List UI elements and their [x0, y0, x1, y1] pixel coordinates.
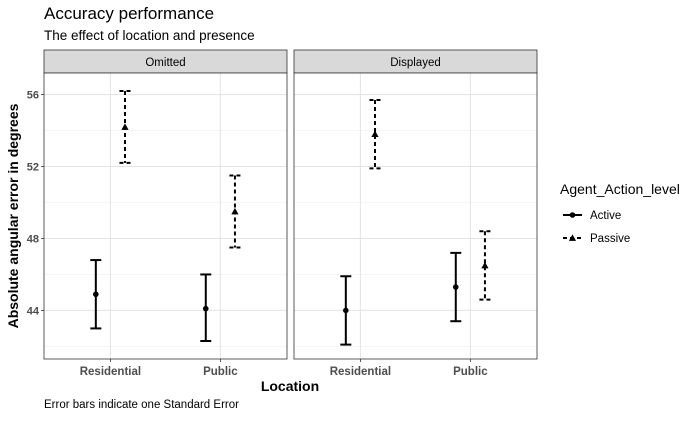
- chart-subtitle: The effect of location and presence: [44, 28, 255, 43]
- x-tick-label: Residential: [330, 366, 391, 378]
- panels: Omitted Residential Public 44 48 52 56 Displaye…: [27, 49, 538, 378]
- legend-entry-passive: Passive: [563, 233, 630, 245]
- legend-label: Active: [590, 210, 621, 222]
- error-bar-passive: [369, 98, 381, 170]
- legend-label: Passive: [590, 233, 630, 245]
- x-axis-title: Location: [261, 378, 319, 394]
- panel-displayed: Displayed Residential Public: [293, 49, 538, 378]
- x-tick-label: Public: [453, 366, 488, 378]
- chart-title: Accuracy performance: [44, 4, 214, 23]
- error-bar-active: [450, 251, 462, 323]
- x-tick-label: Residential: [80, 366, 141, 378]
- legend-title: Agent_Action_level: [560, 181, 680, 197]
- chart-caption: Error bars indicate one Standard Error: [44, 399, 239, 411]
- facet-label: Displayed: [390, 57, 441, 69]
- error-bar-active: [340, 275, 352, 346]
- point-passive: [371, 130, 379, 138]
- panel-background: [44, 73, 287, 359]
- point-active: [343, 307, 349, 314]
- point-passive: [121, 123, 129, 130]
- error-bar-passive: [479, 230, 491, 301]
- point-active: [452, 284, 459, 290]
- point-active: [202, 305, 209, 312]
- panel-border: [293, 72, 538, 360]
- x-tick-label: Public: [203, 366, 238, 378]
- legend-entry-active: Active: [563, 210, 621, 222]
- panel-omitted: Omitted Residential Public 44 48 52 56: [27, 49, 288, 378]
- legend: Agent_Action_level Active Passive: [560, 181, 680, 245]
- facet-label: Omitted: [145, 57, 185, 69]
- point-passive: [481, 261, 489, 269]
- point-passive: [231, 207, 239, 215]
- y-tick-label: 44: [27, 305, 40, 317]
- y-tick-label: 52: [27, 162, 39, 174]
- panel-border: [43, 72, 288, 360]
- error-bar-passive: [229, 174, 241, 249]
- error-bar-active: [90, 259, 102, 330]
- legend-key-marker: [569, 212, 576, 218]
- error-bar-active: [200, 273, 212, 343]
- y-tick-label: 56: [27, 90, 39, 102]
- panel-background: [294, 73, 537, 359]
- legend-key-marker: [568, 234, 577, 241]
- point-active: [93, 291, 99, 298]
- y-tick-label: 48: [27, 233, 39, 245]
- error-bar-passive: [119, 89, 131, 164]
- y-axis-title: Absolute angular error in degrees: [5, 103, 21, 328]
